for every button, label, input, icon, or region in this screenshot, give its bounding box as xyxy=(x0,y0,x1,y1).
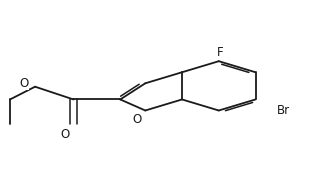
Text: Br: Br xyxy=(277,104,290,117)
Text: F: F xyxy=(217,46,224,59)
Text: O: O xyxy=(60,128,70,141)
Text: O: O xyxy=(132,113,142,126)
Text: O: O xyxy=(19,77,28,90)
